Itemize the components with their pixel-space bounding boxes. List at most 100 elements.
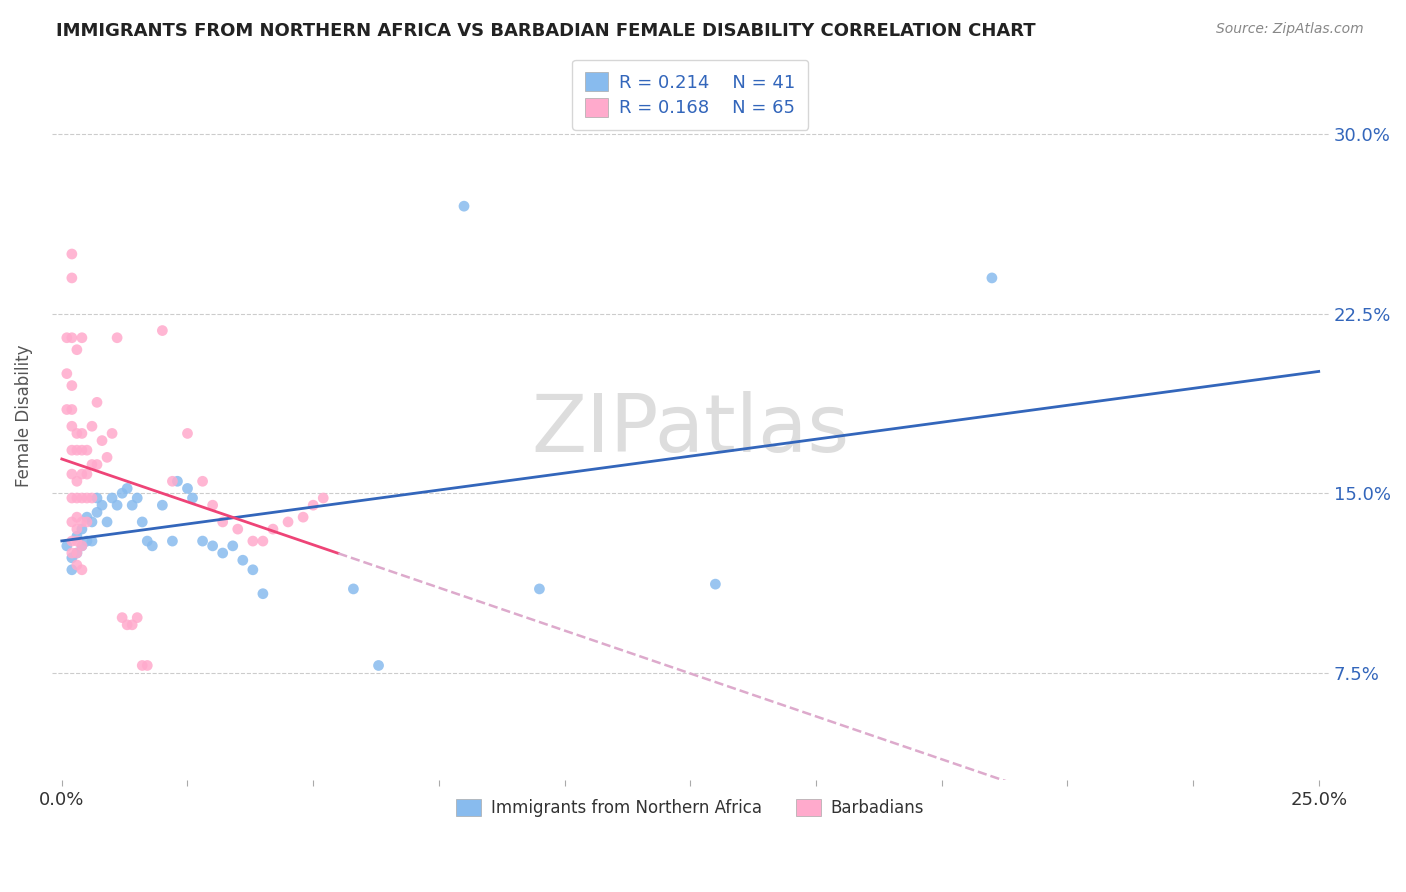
Point [162,534,184,549]
Point [86,505,108,519]
Text: IMMIGRANTS FROM NORTHERN AFRICA VS BARBADIAN FEMALE DISABILITY CORRELATION CHART: IMMIGRANTS FROM NORTHERN AFRICA VS BARBA… [56,22,1036,40]
Point [127,491,149,505]
Point [252,587,274,601]
Point [980,271,1002,285]
Point [66,475,89,489]
Text: Source: ZipAtlas.com: Source: ZipAtlas.com [1216,22,1364,37]
Point [70,491,93,505]
Point [70,539,93,553]
Point [105,498,128,512]
Point [70,443,93,458]
Point [76,534,98,549]
Point [80,534,103,549]
Point [176,426,198,441]
Point [176,482,198,496]
Point [56,402,79,417]
Point [80,419,103,434]
Point [150,324,173,338]
Point [60,515,83,529]
Point [66,529,89,543]
Point [76,467,98,482]
Point [201,539,224,553]
Point [70,467,93,482]
Point [115,482,138,496]
Point [60,378,83,392]
Point [60,546,83,560]
Point [86,395,108,409]
Point [226,522,249,536]
Point [76,491,98,505]
Point [66,546,89,560]
Point [111,610,134,624]
Point [91,434,114,448]
Point [131,658,153,673]
Point [70,426,93,441]
Point [115,617,138,632]
Point [242,563,264,577]
Point [101,426,124,441]
Point [141,539,163,553]
Point [181,491,204,505]
Point [252,534,274,549]
Legend: Immigrants from Northern Africa, Barbadians: Immigrants from Northern Africa, Barbadi… [446,789,934,827]
Point [136,534,159,549]
Point [191,475,214,489]
Point [101,491,124,505]
Point [262,522,284,536]
Point [66,546,89,560]
Point [96,515,118,529]
Point [121,498,143,512]
Point [150,498,173,512]
Point [162,475,184,489]
Point [66,534,89,549]
Point [136,658,159,673]
Point [70,331,93,345]
Point [60,467,83,482]
Point [292,510,315,524]
Point [312,491,335,505]
Point [96,450,118,465]
Point [131,515,153,529]
Point [277,515,299,529]
Point [121,617,143,632]
Point [60,491,83,505]
Point [166,475,188,489]
Point [60,271,83,285]
Point [66,558,89,572]
Point [70,563,93,577]
Point [80,491,103,505]
Point [66,343,89,357]
Point [66,491,89,505]
Point [191,534,214,549]
Point [211,546,233,560]
Point [76,510,98,524]
Point [105,331,128,345]
Point [70,539,93,553]
Point [60,419,83,434]
Point [60,331,83,345]
Point [86,491,108,505]
Point [232,553,254,567]
Text: ZIPatlas: ZIPatlas [531,391,849,469]
Point [60,443,83,458]
Point [342,582,364,596]
Point [70,515,93,529]
Point [56,367,79,381]
Point [201,498,224,512]
Point [111,486,134,500]
Point [60,402,83,417]
Point [60,534,83,549]
Point [91,498,114,512]
Point [70,522,93,536]
Point [302,498,325,512]
Y-axis label: Female Disability: Female Disability [15,344,32,487]
Point [60,563,83,577]
Point [60,247,83,261]
Point [529,582,551,596]
Point [66,426,89,441]
Point [704,577,727,591]
Point [222,539,245,553]
Point [66,522,89,536]
Point [86,458,108,472]
Point [242,534,264,549]
